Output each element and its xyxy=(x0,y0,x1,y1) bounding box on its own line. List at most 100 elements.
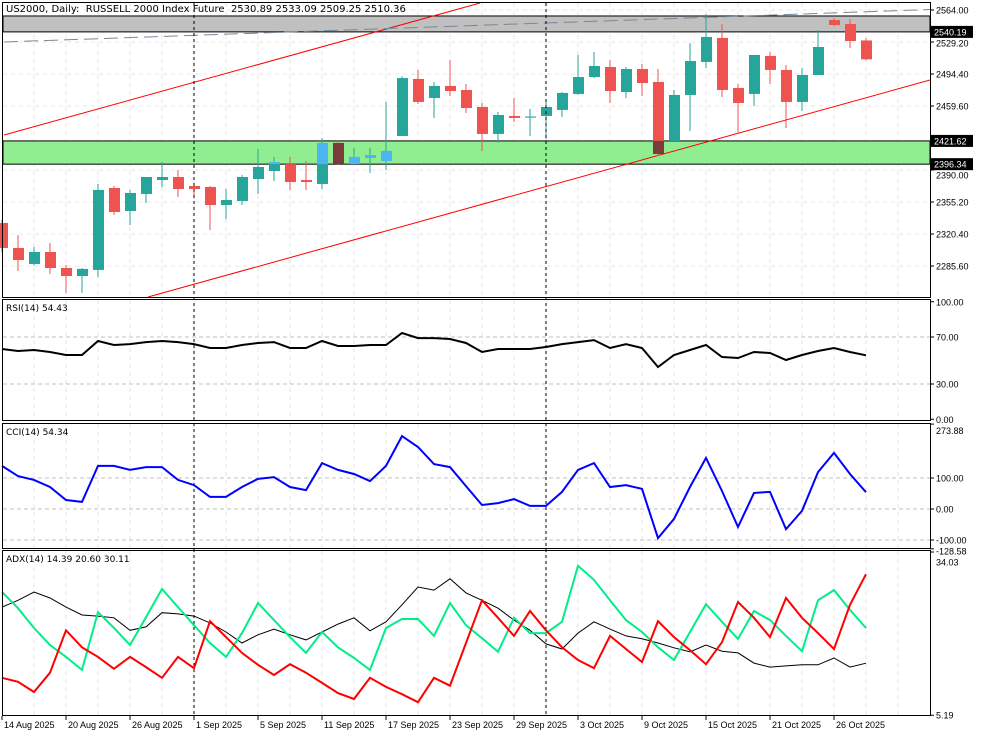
candle-body xyxy=(669,94,680,141)
candle xyxy=(669,89,680,141)
candle xyxy=(749,54,760,106)
candle-body-in-zone xyxy=(653,140,664,154)
price-label-box xyxy=(931,134,973,147)
candles xyxy=(0,13,872,293)
candle xyxy=(637,63,648,96)
time-axis-label: 9 Oct 2025 xyxy=(644,720,688,730)
adx-title: ADX(14) xyxy=(6,555,44,565)
candle-body xyxy=(557,92,568,110)
cci-axis-label: 100.00 xyxy=(936,474,964,484)
candle xyxy=(797,68,808,111)
candle xyxy=(765,52,776,85)
candle-body xyxy=(461,89,472,109)
candle-body xyxy=(493,115,504,134)
candle xyxy=(365,147,376,174)
candle xyxy=(813,29,824,76)
candle-body xyxy=(861,40,872,60)
candle xyxy=(301,160,312,190)
time-axis-label: 15 Oct 2025 xyxy=(708,720,757,730)
candle xyxy=(109,185,120,215)
candle-body xyxy=(93,189,104,270)
median-dashed-line[interactable] xyxy=(3,9,930,43)
candle xyxy=(333,140,344,165)
candle xyxy=(221,189,232,220)
cci-value: 54.34 xyxy=(42,428,69,438)
channel-upper-line[interactable] xyxy=(3,3,481,136)
channel-lower-line[interactable] xyxy=(147,79,930,297)
indicators xyxy=(1,331,867,704)
candle xyxy=(141,176,152,204)
rsi-axis-label: 30.00 xyxy=(936,380,959,390)
price-axis-label: 2390.00 xyxy=(936,171,969,181)
time-axis-label: 20 Aug 2025 xyxy=(68,720,119,730)
candle xyxy=(125,189,136,226)
candle-body xyxy=(109,188,120,213)
cci-panel-frame xyxy=(2,423,931,549)
price-axis-label: 2355.20 xyxy=(936,197,969,207)
candle xyxy=(93,183,104,277)
candle-body xyxy=(637,69,648,84)
price-label: 2421.62 xyxy=(934,136,967,146)
candle-body xyxy=(701,36,712,62)
candle-body xyxy=(781,69,792,102)
candle-body xyxy=(653,81,664,154)
cci-axis-label: 0.00 xyxy=(936,505,954,515)
candle xyxy=(653,69,664,156)
candle-body xyxy=(77,268,88,277)
candle-body xyxy=(269,161,280,172)
candle xyxy=(781,64,792,128)
candle xyxy=(77,268,88,293)
candle-body xyxy=(845,23,856,41)
candle-body xyxy=(765,55,776,70)
candle-body xyxy=(189,185,200,190)
price-label: 2396.34 xyxy=(934,160,967,170)
candle-body xyxy=(413,78,424,102)
candle xyxy=(269,156,280,182)
symbol-label: US2000, Daily: xyxy=(6,4,80,15)
time-axis-label: 26 Aug 2025 xyxy=(132,720,183,730)
candle-body xyxy=(813,46,824,76)
ohlc-readout: 2530.89 2533.09 2509.25 2510.36 xyxy=(230,4,406,15)
candle-body xyxy=(173,176,184,190)
time-axis-label: 11 Sep 2025 xyxy=(324,720,374,730)
candle xyxy=(461,84,472,113)
rsi-panel-frame xyxy=(2,299,931,421)
candle-body-in-zone xyxy=(365,155,376,158)
price-axis-label: 2459.60 xyxy=(936,101,969,111)
rsi-title: RSI(14) xyxy=(6,304,40,314)
time-axis-label: 23 Sep 2025 xyxy=(452,720,503,730)
time-axis-label: 1 Sep 2025 xyxy=(196,720,242,730)
candle xyxy=(525,109,536,136)
rsi-axis-label: 100.00 xyxy=(936,297,964,307)
price-label-box xyxy=(931,25,973,38)
price-axis-label: 2494.40 xyxy=(936,69,969,79)
candle-body xyxy=(477,107,488,134)
adx-axis-label: 5.19 xyxy=(936,711,954,721)
candle-body xyxy=(797,75,808,102)
price-axis-label: 2529.20 xyxy=(936,38,969,48)
candle-body xyxy=(733,87,744,103)
supply-zone xyxy=(2,15,931,33)
candle xyxy=(573,54,584,95)
rsi-label: RSI(14) 54.43 xyxy=(6,304,68,314)
cci-title: CCI(14) xyxy=(6,428,40,438)
candle-body xyxy=(525,116,536,118)
candle-body-in-zone xyxy=(333,142,344,165)
rsi-value: 54.43 xyxy=(41,304,68,314)
candle-body xyxy=(237,176,248,201)
candle-body xyxy=(61,268,72,277)
candle-body xyxy=(829,20,840,25)
candle xyxy=(349,147,360,165)
main-panel-frame xyxy=(2,2,931,298)
candle xyxy=(29,246,40,266)
time-axis-label: 21 Oct 2025 xyxy=(772,720,821,730)
candle-body xyxy=(301,180,312,183)
price-axis-label: 2320.40 xyxy=(936,229,969,239)
instrument-label: RUSSELL 2000 Index Future xyxy=(85,4,225,15)
candle-body xyxy=(589,65,600,78)
price-label: 2540.19 xyxy=(934,27,967,37)
candle-body-in-zone xyxy=(285,164,296,165)
candle-body xyxy=(397,78,408,136)
candle xyxy=(61,264,72,293)
